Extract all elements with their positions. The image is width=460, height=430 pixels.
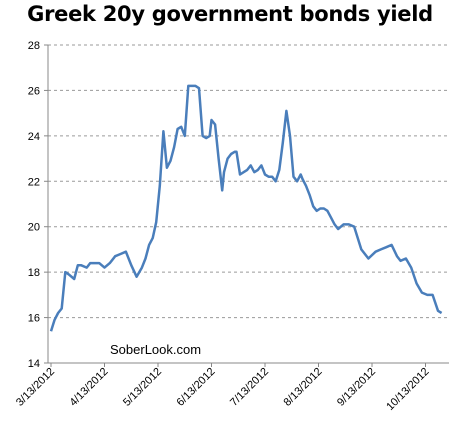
x-tick-label: 5/13/2012 [121, 366, 164, 409]
x-axis-ticks: 3/13/2012 4/13/2012 5/13/2012 6/13/2012 7/13… [14, 363, 432, 413]
x-tick-label: 4/13/2012 [68, 366, 111, 409]
y-tick-label: 24 [28, 131, 40, 143]
x-tick-label: 6/13/2012 [175, 366, 218, 409]
y-tick-label: 28 [28, 40, 40, 52]
y-tick-label: 22 [28, 176, 40, 188]
y-tick-label: 14 [28, 358, 40, 370]
x-tick-label: 8/13/2012 [282, 366, 325, 409]
y-axis-ticks: 14 16 18 20 22 24 26 28 [28, 40, 48, 370]
y-tick-label: 20 [28, 222, 40, 234]
y-tick-label: 18 [28, 267, 40, 279]
x-tick-label: 7/13/2012 [228, 366, 271, 409]
y-tick-label: 16 [28, 313, 40, 325]
gridlines [48, 44, 449, 319]
y-tick-label: 26 [28, 85, 40, 97]
x-tick-label: 10/13/2012 [384, 366, 431, 413]
watermark-annotation: SoberLook.com [110, 342, 201, 357]
x-tick-label: 9/13/2012 [335, 366, 378, 409]
chart-title: Greek 20y government bonds yield [27, 2, 433, 26]
yield-line [49, 84, 443, 332]
x-tick-label: 3/13/2012 [14, 366, 57, 409]
